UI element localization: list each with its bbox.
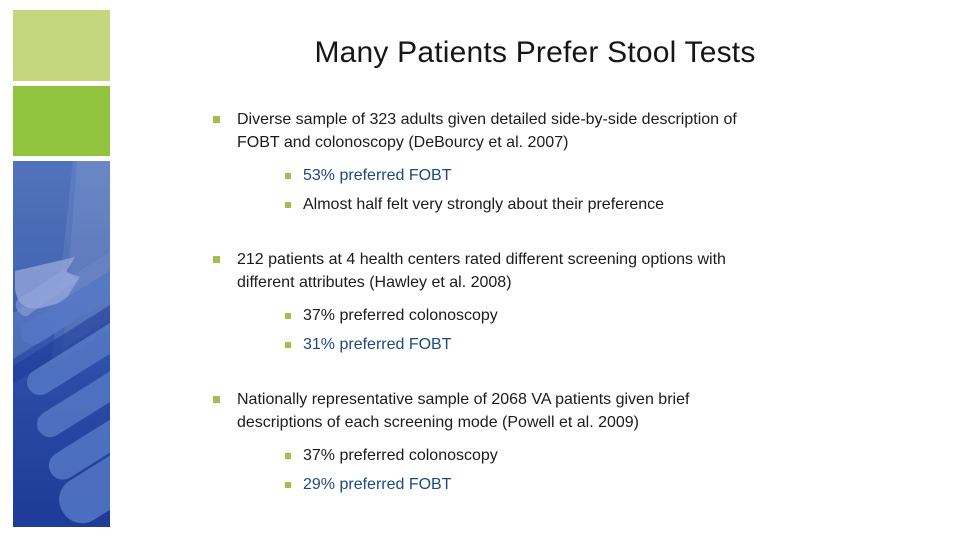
sub-bullet-row: 37% preferred colonoscopy — [285, 445, 873, 467]
sub-bullet-square-icon — [285, 482, 291, 488]
sub-bullet-row: 29% preferred FOBT — [285, 474, 873, 496]
bullet-block: Nationally representative sample of 2068… — [213, 388, 873, 496]
bullet-row: Nationally representative sample of 2068… — [213, 388, 873, 434]
sub-bullet-square-icon — [285, 453, 291, 459]
bullet-square-icon — [213, 396, 220, 403]
bullet-square-icon — [213, 256, 220, 263]
bullet-row: 212 patients at 4 health centers rated d… — [213, 248, 873, 294]
sub-bullet-text: 53% preferred FOBT — [303, 167, 452, 184]
sub-bullet-square-icon — [285, 202, 291, 208]
bullet-list: Diverse sample of 323 adults given detai… — [213, 108, 873, 528]
sub-bullet-row: Almost half felt very strongly about the… — [285, 194, 873, 216]
sub-bullet-row: 31% preferred FOBT — [285, 334, 873, 356]
deco-blue-panel — [13, 161, 110, 527]
sub-bullet-square-icon — [285, 342, 291, 348]
slide-title: Many Patients Prefer Stool Tests — [314, 36, 756, 69]
sub-bullet-text: Almost half felt very strongly about the… — [303, 196, 665, 213]
bullet-row: Diverse sample of 323 adults given detai… — [213, 108, 873, 154]
sub-bullet-text: 37% preferred colonoscopy — [303, 307, 498, 324]
sub-bullet-text: 37% preferred colonoscopy — [303, 447, 498, 464]
sub-bullet-text: 29% preferred FOBT — [303, 476, 452, 493]
bullet-block: Diverse sample of 323 adults given detai… — [213, 108, 873, 216]
sub-bullet-text: 31% preferred FOBT — [303, 336, 452, 353]
bullet-text: Nationally representative sample of 2068… — [237, 391, 690, 431]
feather-stripes-graphic — [13, 161, 110, 527]
sub-bullet-row: 37% preferred colonoscopy — [285, 305, 873, 327]
bullet-text: Diverse sample of 323 adults given detai… — [237, 111, 737, 151]
bullet-text: 212 patients at 4 health centers rated d… — [237, 251, 726, 291]
sub-bullet-square-icon — [285, 313, 291, 319]
bullet-block: 212 patients at 4 health centers rated d… — [213, 248, 873, 356]
deco-dark-green-block — [13, 86, 110, 156]
sub-bullet-square-icon — [285, 173, 291, 179]
deco-light-green-block — [13, 10, 110, 81]
bullet-square-icon — [213, 116, 220, 123]
sub-bullet-row: 53% preferred FOBT — [285, 165, 873, 187]
